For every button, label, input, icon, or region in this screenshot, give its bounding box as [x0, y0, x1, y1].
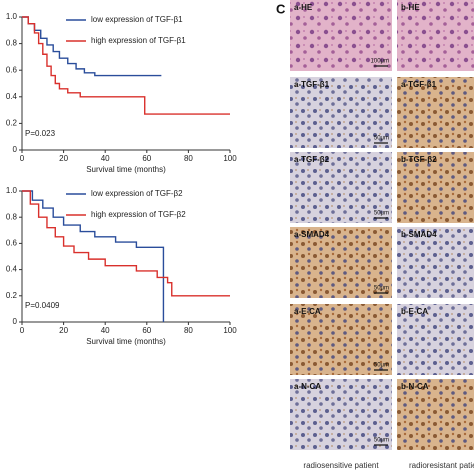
scale-label: 50μm — [374, 136, 389, 142]
histology-image — [290, 379, 392, 450]
x-tick-label: 20 — [59, 154, 68, 163]
legend-label: high expression of TGF-β1 — [91, 36, 186, 45]
scale-label: 50μm — [374, 438, 389, 444]
y-tick-label: 0 — [13, 145, 18, 154]
x-tick-label: 80 — [184, 154, 193, 163]
histology-image — [290, 304, 392, 375]
survival-curve — [22, 16, 230, 115]
x-tick-label: 0 — [20, 154, 25, 163]
tile-label: a-HE — [294, 3, 313, 12]
y-tick-label: 0.4 — [6, 265, 18, 274]
tile-label: b-N-CA — [401, 382, 429, 391]
x-tick-label: 100 — [223, 154, 237, 163]
legend-label: low expression of TGF-β2 — [91, 189, 183, 198]
x-tick-label: 60 — [142, 326, 151, 335]
legend-label: high expression of TGF-β2 — [91, 210, 186, 219]
tile-label: b-E-CA — [401, 307, 428, 316]
column-label: radiosensitive patient — [303, 461, 379, 470]
x-tick-label: 0 — [20, 326, 25, 335]
y-tick-label: 0 — [13, 317, 18, 326]
histology-image — [290, 227, 392, 298]
tile-label: a-N-CA — [294, 382, 321, 391]
y-tick-label: 0.2 — [6, 291, 18, 300]
histology-image — [397, 304, 474, 375]
y-tick-label: 1.0 — [6, 12, 18, 21]
tile-label: a-TGF-β2 — [294, 155, 330, 164]
scale-label: 50μm — [374, 211, 389, 217]
y-tick-label: 0.8 — [6, 39, 18, 48]
x-axis-label: Survival time (months) — [86, 337, 166, 346]
y-tick-label: 0.8 — [6, 212, 18, 221]
scale-label: 50μm — [374, 286, 389, 292]
y-tick-label: 0.2 — [6, 119, 18, 128]
histology-image — [397, 379, 474, 450]
x-tick-label: 60 — [142, 154, 151, 163]
legend-label: low expression of TGF-β1 — [91, 15, 183, 24]
survival-curve — [22, 190, 230, 297]
histology-image — [290, 0, 392, 71]
histology-image — [397, 227, 474, 298]
tile-label: a-TGF-β1 — [294, 80, 330, 89]
survival-curve — [22, 190, 165, 322]
tile-label: a-TGF-β1 — [401, 80, 437, 89]
column-label: radioresistant patient — [409, 461, 474, 470]
y-tick-label: 1.0 — [6, 186, 18, 195]
x-tick-label: 80 — [184, 326, 193, 335]
x-tick-label: 100 — [223, 326, 237, 335]
scale-label: 50μm — [374, 363, 389, 369]
tile-label: b-HE — [401, 3, 420, 12]
histology-image — [290, 77, 392, 148]
panel-label: C — [276, 1, 286, 16]
y-tick-label: 0.4 — [6, 92, 18, 101]
scale-label: 100μm — [371, 59, 389, 65]
tile-label: b-TGF-β2 — [401, 155, 437, 164]
tile-label: b-SMAD4 — [401, 230, 437, 239]
x-tick-label: 40 — [101, 326, 110, 335]
x-tick-label: 20 — [59, 326, 68, 335]
tile-label: a-SMAD4 — [294, 230, 330, 239]
histology-image — [397, 0, 474, 71]
histology-image — [397, 152, 474, 223]
histology-image — [290, 152, 392, 223]
annotation: P=0.023 — [25, 129, 56, 138]
x-tick-label: 40 — [101, 154, 110, 163]
x-axis-label: Survival time (months) — [86, 165, 166, 174]
y-tick-label: 0.6 — [6, 65, 18, 74]
y-tick-label: 0.6 — [6, 239, 18, 248]
annotation: P=0.0409 — [25, 301, 60, 310]
histology-image — [397, 77, 474, 148]
tile-label: a-E-CA — [294, 307, 321, 316]
